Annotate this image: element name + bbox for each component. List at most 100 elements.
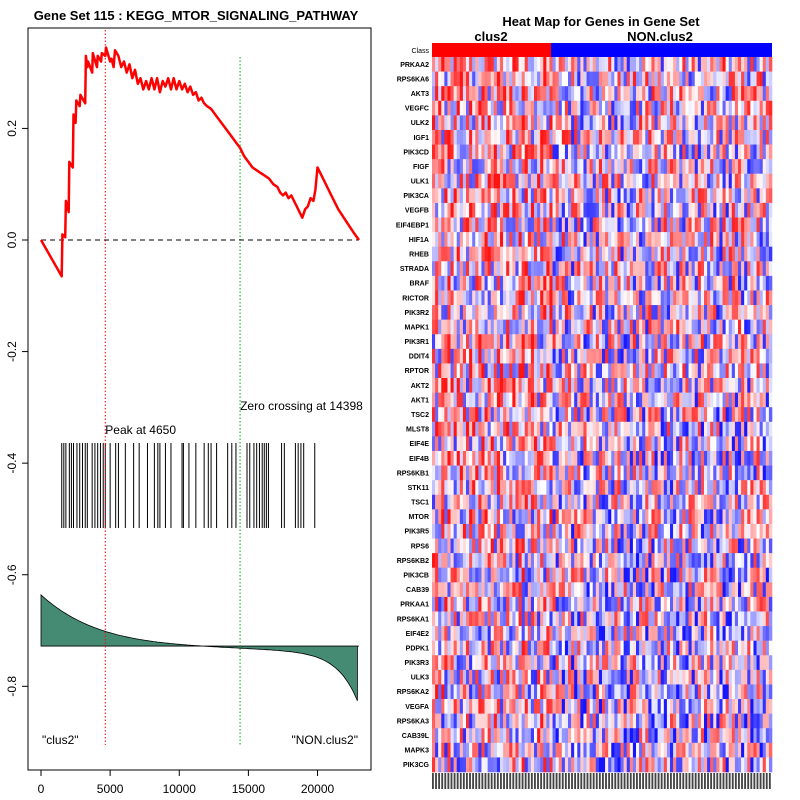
heatmap-cell — [762, 640, 767, 656]
heatmap-cell — [537, 115, 541, 131]
heatmap-cell — [602, 392, 606, 408]
heatmap-cell — [484, 582, 488, 598]
heatmap-cell — [472, 640, 476, 656]
heatmap-cell — [571, 159, 575, 175]
heatmap-cell — [487, 421, 492, 437]
heatmap-cell — [530, 392, 535, 408]
heatmap-cell — [558, 582, 563, 598]
heatmap-cell — [503, 261, 507, 277]
heatmap-cell — [564, 494, 569, 510]
class-bar-segment — [551, 43, 772, 57]
heatmap-cell — [676, 202, 680, 218]
heatmap-cell — [750, 71, 754, 87]
heatmap-cell — [670, 159, 674, 175]
heatmap-cell — [765, 626, 770, 641]
heatmap-cell — [577, 159, 581, 175]
heatmap-cell — [626, 392, 631, 408]
heatmap-cell — [704, 626, 708, 641]
heatmap-cell — [719, 71, 723, 87]
heatmap-cell — [722, 669, 726, 685]
heatmap-cell — [608, 523, 612, 539]
heatmap-cell — [725, 57, 730, 72]
heatmap-cell — [623, 669, 628, 685]
heatmap-cell — [688, 159, 692, 175]
heatmap-cell — [472, 392, 476, 408]
heatmap-cell — [744, 655, 748, 671]
heatmap-cell — [462, 538, 467, 554]
heatmap-cell — [580, 407, 584, 423]
heatmap-cell — [500, 582, 504, 598]
heatmap-cell — [734, 626, 739, 641]
heatmap-cell — [456, 217, 461, 233]
heatmap-cell — [713, 86, 717, 102]
heatmap-cell — [521, 421, 526, 437]
heatmap-cell — [515, 523, 519, 539]
heatmap-cell — [750, 144, 754, 160]
heatmap-cell — [685, 305, 689, 320]
heatmap-cell — [611, 290, 615, 306]
heatmap-cell — [710, 494, 714, 510]
heatmap-cell — [747, 378, 751, 393]
heatmap-cell — [595, 86, 600, 102]
heatmap-cell — [636, 86, 640, 102]
heatmap-cell — [459, 305, 464, 320]
heatmap-cell — [691, 115, 696, 131]
heatmap-cell — [598, 159, 603, 175]
heatmap-cell — [722, 450, 726, 466]
heatmap-cell — [540, 115, 544, 131]
heatmap-cell — [753, 246, 757, 262]
heatmap-cell — [614, 159, 618, 175]
heatmap-cell — [580, 421, 584, 437]
heatmap-cell — [657, 626, 662, 641]
heatmap-cell — [521, 523, 526, 539]
heatmap-cell — [623, 275, 628, 291]
heatmap-cell — [707, 436, 711, 452]
heatmap-cell — [663, 407, 668, 423]
heatmap-cell — [530, 538, 535, 554]
heatmap-cell — [602, 509, 606, 525]
heatmap-cell — [503, 275, 507, 291]
heatmap-cell — [558, 436, 563, 452]
heatmap-cell — [660, 232, 665, 247]
heatmap-cell — [753, 567, 757, 583]
heatmap-cell — [534, 71, 538, 87]
heatmap-cell — [747, 319, 751, 335]
heatmap-cell — [759, 392, 764, 408]
heatmap-cell — [713, 115, 717, 131]
heatmap-cell — [500, 538, 504, 554]
heatmap-cell — [623, 348, 628, 364]
heatmap-cell — [503, 596, 507, 612]
heatmap-cell — [762, 480, 767, 496]
heatmap-cell — [552, 553, 556, 569]
heatmap-cell — [741, 319, 745, 335]
heatmap-cell — [636, 305, 640, 320]
heatmap-cell — [697, 465, 702, 481]
heatmap-cell — [707, 494, 711, 510]
heatmap-cell — [540, 684, 544, 700]
heatmap-cell — [527, 407, 532, 423]
heatmap-cell — [620, 684, 624, 700]
heatmap-cell — [441, 480, 445, 496]
heatmap-cell — [444, 232, 448, 247]
heatmap-cell — [608, 319, 612, 335]
heatmap-cell — [660, 582, 665, 598]
heatmap-cell — [462, 173, 467, 189]
heatmap-cell — [710, 57, 714, 72]
heatmap-cell — [453, 407, 458, 423]
heatmap-cell — [741, 334, 745, 350]
heatmap-cell — [521, 611, 526, 627]
heatmap-cell — [589, 334, 594, 350]
heatmap-cell — [697, 611, 702, 627]
heatmap-cell — [583, 509, 587, 525]
heatmap-cell — [666, 173, 671, 189]
heatmap-cell — [456, 509, 461, 525]
heatmap-cell — [453, 509, 458, 525]
heatmap-cell — [620, 509, 624, 525]
heatmap-cell — [620, 465, 624, 481]
heatmap-cell — [577, 392, 581, 408]
heatmap-cell — [586, 567, 590, 583]
heatmap-cell — [704, 538, 708, 554]
heatmap-cell — [568, 57, 572, 72]
heatmap-cell — [456, 144, 461, 160]
heatmap-cell — [719, 494, 723, 510]
